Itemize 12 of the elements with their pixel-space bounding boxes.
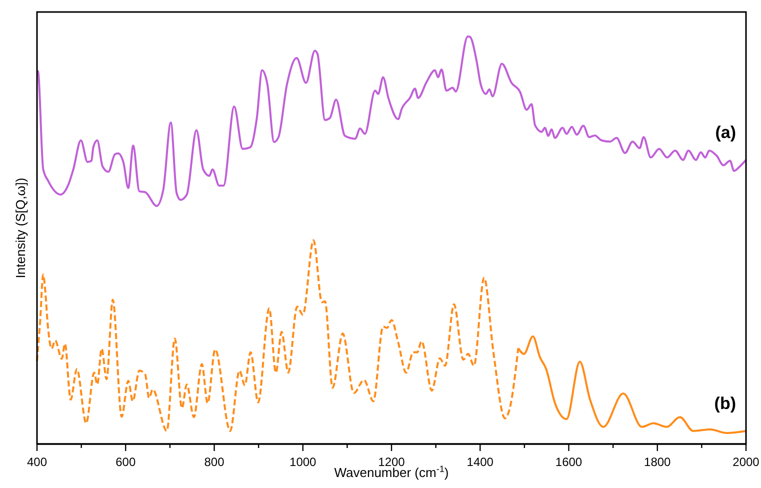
x-tick-label: 1800 xyxy=(644,455,672,469)
y-axis-title: Intensity (S[Q,ω]) xyxy=(13,178,28,278)
x-tick-label: 400 xyxy=(26,455,48,469)
series-label: (b) xyxy=(714,394,736,413)
x-tick-label: 800 xyxy=(204,455,225,469)
x-tick-label: 2000 xyxy=(732,455,760,469)
x-tick-label: 1000 xyxy=(290,455,317,469)
x-tick-label: 1400 xyxy=(466,455,494,469)
x-tick-label: 1600 xyxy=(555,455,582,469)
series-label: (a) xyxy=(715,122,736,142)
x-tick-label: 600 xyxy=(116,455,136,469)
x-tick-label: 1200 xyxy=(378,455,406,469)
